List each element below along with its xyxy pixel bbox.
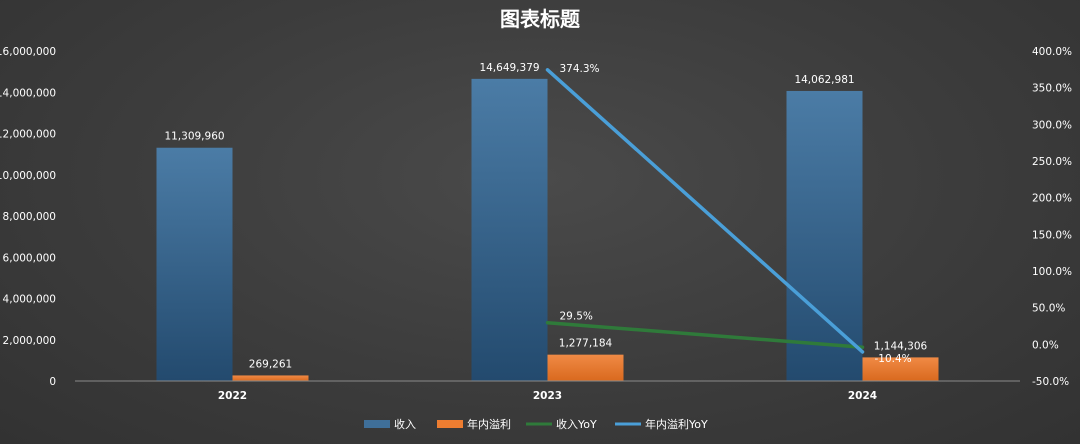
y-right-tick-label: 150.0% [1032,229,1072,241]
legend-label: 收入 [394,417,416,431]
bar-data-label: 11,309,960 [164,131,224,143]
bar-revenue [786,90,863,381]
x-category-label: 2024 [848,390,877,402]
legend: 收入 年内溢利 收入YoY 年内溢利YoY [364,417,708,431]
y-left-tick-label: 6,000,000 [3,252,56,264]
bar-data-label: 1,144,306 [874,340,928,352]
y-right-tick-label: 250.0% [1032,156,1072,168]
y-left-tick-label: 14,000,000 [0,87,56,99]
legend-swatch [437,420,463,428]
bar-profit [232,375,309,381]
bar-profit [862,357,939,381]
line-segment-revenue-yoy [545,320,865,350]
line-data-label: -10.4% [875,353,912,365]
chart-title: 图表标题 [500,7,581,31]
line-data-label: 29.5% [560,311,593,323]
bar-data-label: 1,277,184 [559,338,613,350]
y-right-tick-label: 400.0% [1032,46,1072,58]
bar-profit [547,354,624,381]
y-left-tick-label: 12,000,000 [0,129,56,141]
y-right-tick-label: 100.0% [1032,266,1072,278]
y-right-tick-label: 200.0% [1032,193,1072,205]
y-left-tick-label: 8,000,000 [3,211,56,223]
legend-label: 年内溢利YoY [645,417,708,431]
bar-data-label: 14,062,981 [794,74,854,86]
y-right-tick-label: -50.0% [1032,376,1069,388]
y-left-tick-label: 10,000,000 [0,170,56,182]
legend-label: 收入YoY [556,417,597,431]
line-data-label: 374.3% [560,63,600,75]
y-right-tick-label: 300.0% [1032,119,1072,131]
y-right-tick-label: 50.0% [1032,303,1065,315]
y-right-tick-label: 350.0% [1032,83,1072,95]
bar-data-label: 269,261 [249,358,292,370]
legend-swatch [364,420,390,428]
bar-revenue [156,147,233,381]
bar-data-label: 14,649,379 [479,62,539,74]
y-left-tick-label: 2,000,000 [3,335,56,347]
y-left-tick-label: 0 [49,376,56,388]
y-right-tick-label: 0.0% [1032,339,1059,351]
bar-revenue [471,78,548,381]
y-left-tick-label: 4,000,000 [3,294,56,306]
legend-label: 年内溢利 [467,417,511,431]
x-category-label: 2023 [533,390,562,402]
y-left-tick-label: 16,000,000 [0,46,56,58]
line-segment-profit-yoy [545,68,865,354]
x-category-label: 2022 [218,390,247,402]
